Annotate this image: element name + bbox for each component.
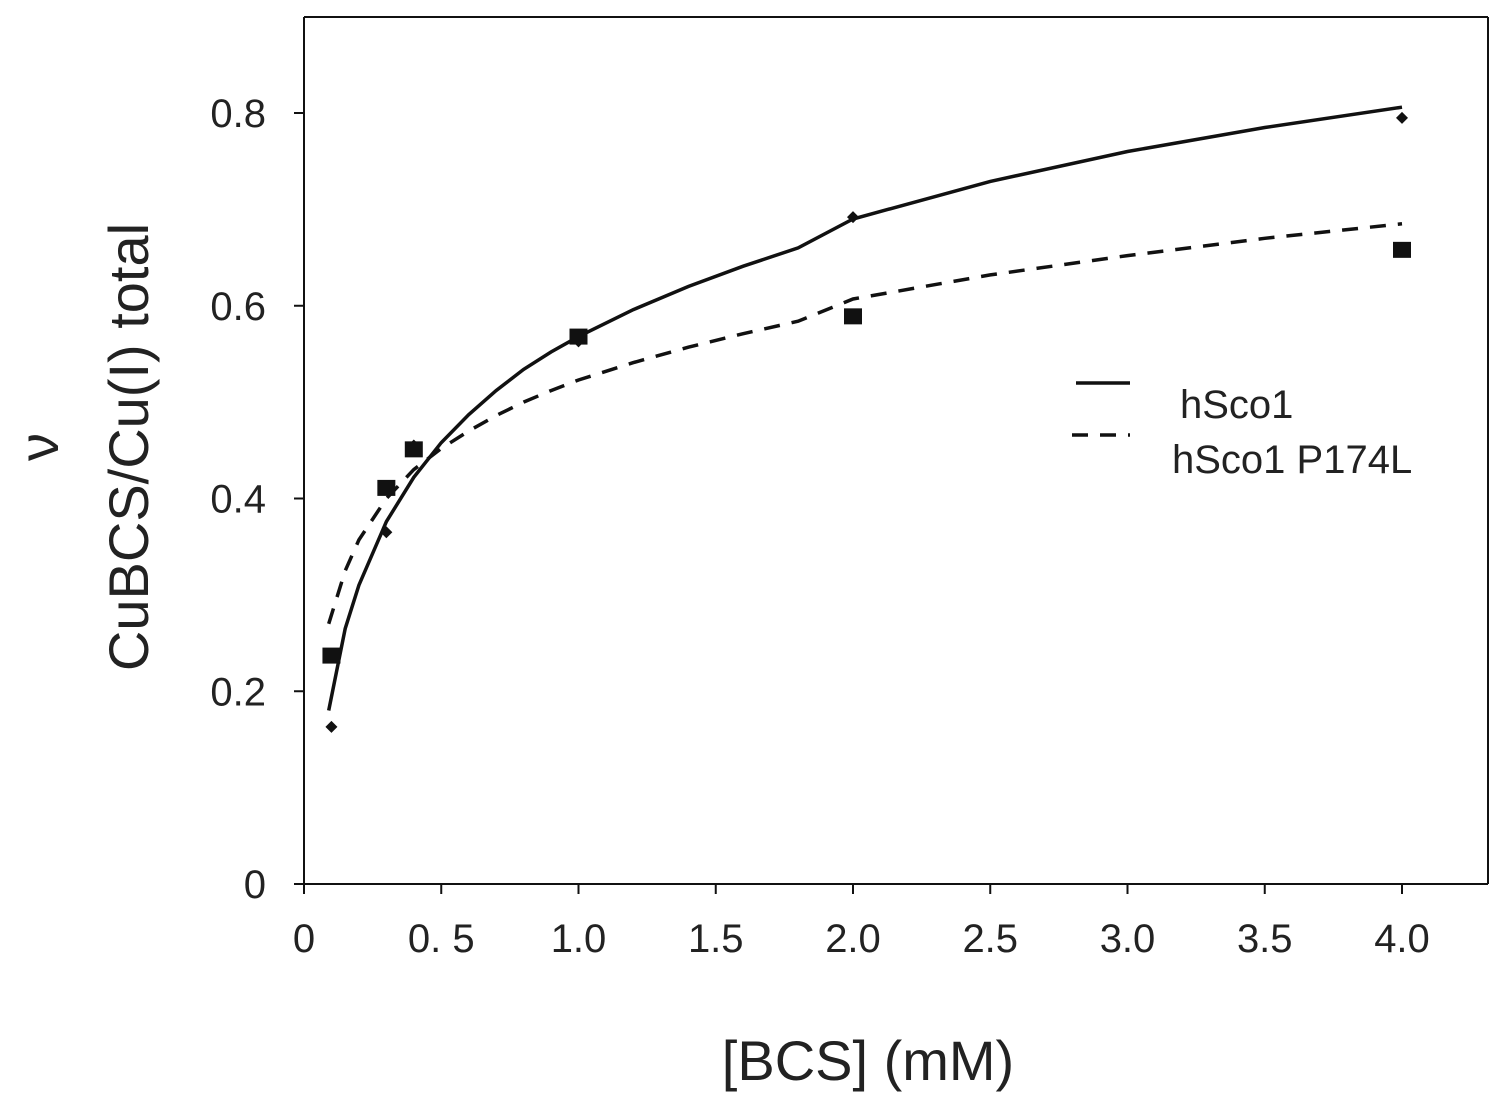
data-point-diamond — [1396, 111, 1408, 124]
y-tick-label: 0.4 — [210, 478, 266, 522]
x-tick-label: 1.5 — [688, 917, 744, 961]
y-axis-title: CuBCS/Cu(I) total — [97, 223, 160, 671]
x-tick-label: 0. 5 — [408, 917, 475, 961]
legend: hSco1 hSco1 P174L — [1072, 381, 1412, 482]
x-tick-label: 3.0 — [1100, 917, 1156, 961]
data-point-square — [844, 308, 862, 325]
x-ticks: 0 0. 5 1.0 1.5 2.0 2.5 3.0 3.5 4.0 — [293, 884, 1430, 961]
y-tick-label: 0 — [244, 863, 266, 907]
data-point-square — [1393, 241, 1411, 258]
data-point-diamond — [847, 211, 859, 224]
axes-frame — [303, 16, 1489, 885]
y-tick-label: 0.6 — [210, 285, 266, 329]
x-axis-title: [BCS] (mM) — [722, 1029, 1014, 1092]
y-tick-label: 0.8 — [210, 92, 266, 136]
legend-label-hsco1: hSco1 — [1180, 383, 1293, 427]
x-tick-label: 0 — [293, 917, 315, 961]
fit-line-hsco1 — [326, 105, 1403, 711]
y-ticks: 0 0.2 0.4 0.6 0.8 — [210, 92, 304, 907]
data-point-square — [377, 479, 396, 496]
data-point-square — [569, 328, 588, 345]
data-point-diamond — [380, 526, 393, 539]
data-points — [322, 111, 1411, 733]
y-tick-label: 0.2 — [210, 670, 266, 714]
data-point-square — [404, 441, 423, 458]
legend-label-hsco1-p174l: hSco1 P174L — [1172, 438, 1412, 482]
x-tick-label: 2.5 — [962, 917, 1018, 961]
data-point-square — [322, 647, 341, 664]
y-axis-symbol: ν — [7, 433, 70, 461]
x-tick-label: 4.0 — [1374, 917, 1430, 961]
data-point-diamond — [325, 720, 338, 733]
x-tick-label: 1.0 — [551, 917, 607, 961]
x-tick-label: 2.0 — [825, 917, 881, 961]
x-tick-label: 3.5 — [1237, 917, 1293, 961]
